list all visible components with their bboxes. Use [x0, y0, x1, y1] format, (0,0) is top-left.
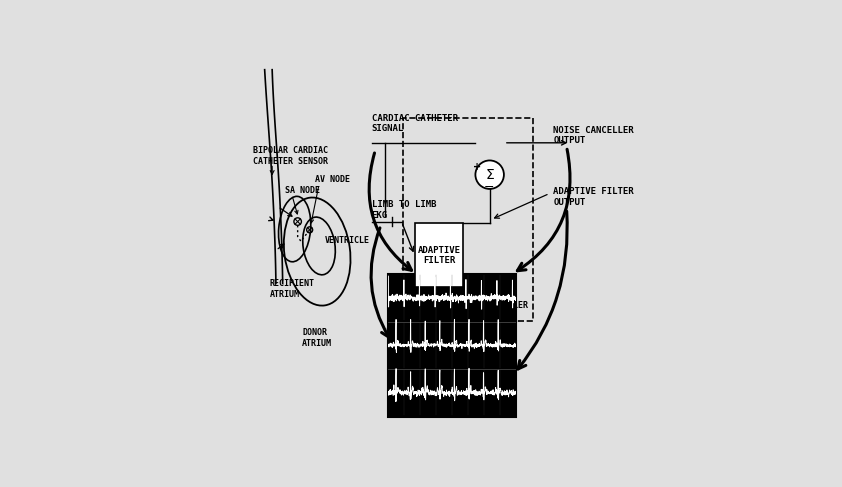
Text: LIMB TO LIMB
EKG: LIMB TO LIMB EKG [371, 200, 436, 220]
Text: RECIPIENT
ATRIUM: RECIPIENT ATRIUM [269, 280, 315, 299]
Text: DONOR
ATRIUM: DONOR ATRIUM [302, 328, 332, 348]
Text: CARDIAC CATHETER
SIGNAL: CARDIAC CATHETER SIGNAL [371, 114, 457, 133]
FancyBboxPatch shape [414, 224, 463, 287]
Text: −: − [483, 181, 493, 193]
Text: ADAPTIVE
FILTER: ADAPTIVE FILTER [418, 245, 461, 265]
FancyBboxPatch shape [388, 274, 516, 416]
Text: ADAPTIVE FILTER
OUTPUT: ADAPTIVE FILTER OUTPUT [553, 187, 634, 207]
Text: SA NODE: SA NODE [285, 186, 320, 195]
Text: $\Sigma$: $\Sigma$ [486, 168, 495, 182]
Text: ADAPTIVE NOISE CANCELLER: ADAPTIVE NOISE CANCELLER [408, 301, 528, 310]
Circle shape [476, 160, 504, 189]
Text: +: + [473, 162, 481, 172]
Text: VENTRICLE: VENTRICLE [325, 236, 370, 245]
Text: AV NODE: AV NODE [315, 175, 350, 184]
Text: NOISE CANCELLER
OUTPUT: NOISE CANCELLER OUTPUT [553, 126, 634, 145]
Text: BIPOLAR CARDIAC
CATHETER SENSOR: BIPOLAR CARDIAC CATHETER SENSOR [253, 146, 328, 166]
